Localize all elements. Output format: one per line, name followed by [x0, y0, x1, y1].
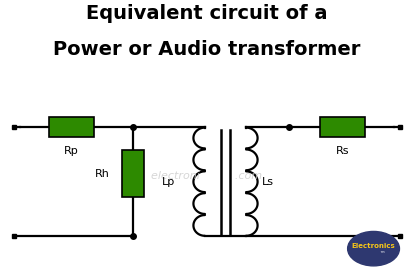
Text: Rh: Rh [94, 169, 109, 179]
Text: ™: ™ [378, 252, 384, 257]
Text: Ls: Ls [261, 177, 273, 187]
Text: Equivalent circuit of a: Equivalent circuit of a [86, 4, 327, 23]
FancyBboxPatch shape [319, 117, 364, 137]
Text: Electronics: Electronics [351, 243, 394, 249]
Circle shape [347, 232, 399, 266]
Text: electroni          .com: electroni .com [151, 171, 262, 181]
Text: Rp: Rp [64, 145, 78, 155]
FancyBboxPatch shape [49, 117, 94, 137]
Text: Rs: Rs [335, 145, 349, 155]
Text: Power or Audio transformer: Power or Audio transformer [53, 40, 360, 59]
Text: Lp: Lp [161, 177, 175, 187]
FancyBboxPatch shape [121, 150, 144, 197]
